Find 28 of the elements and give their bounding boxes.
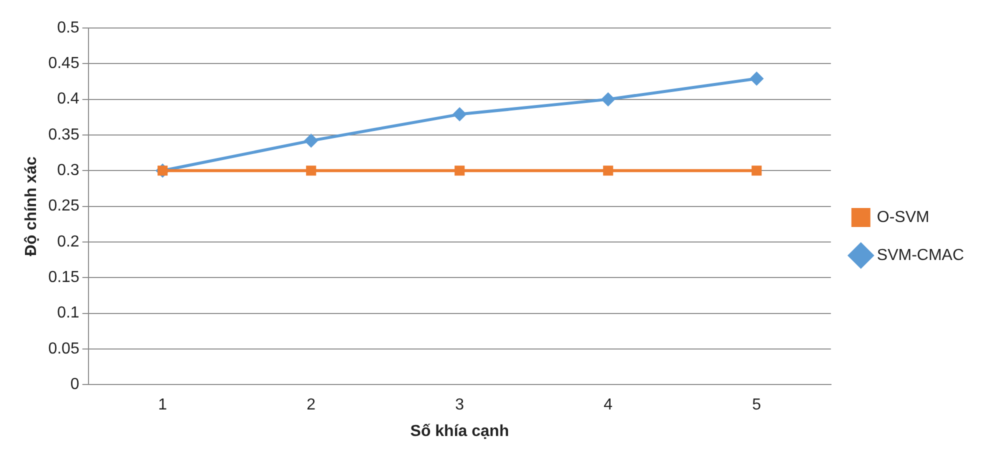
legend-label: SVM-CMAC [876, 246, 964, 264]
y-tick-label: 0.4 [57, 90, 80, 108]
x-tick-label: 3 [455, 396, 464, 414]
y-tick-label: 0.15 [48, 269, 80, 286]
legend-label: O-SVM [876, 208, 930, 226]
point [454, 166, 465, 176]
point [603, 166, 614, 176]
y-tick-label: 0 [70, 376, 80, 394]
point [306, 166, 316, 176]
y-tick-label: 0.05 [48, 340, 80, 358]
y-tick-label: 0.5 [57, 19, 80, 36]
x-tick-label: 2 [306, 396, 316, 414]
point [602, 92, 615, 106]
x-tick-label: 5 [752, 396, 762, 414]
x-axis-title: Số khía cạnh [410, 422, 509, 440]
point [304, 134, 318, 148]
y-tick-label: 0.45 [48, 55, 80, 72]
y-tick-label: 0.35 [48, 126, 80, 144]
y-tick-label: 0.3 [57, 162, 80, 180]
x-tick-label: 1 [158, 396, 168, 414]
y-axis-title: Độ chính xác [23, 156, 40, 256]
point [750, 72, 764, 86]
point [453, 108, 466, 121]
y-tick-label: 0.1 [57, 304, 80, 322]
y-tick-label: 0.2 [57, 233, 80, 250]
point [752, 166, 762, 176]
x-tick-label: 4 [604, 396, 613, 414]
y-tick-label: 0.25 [48, 198, 80, 215]
